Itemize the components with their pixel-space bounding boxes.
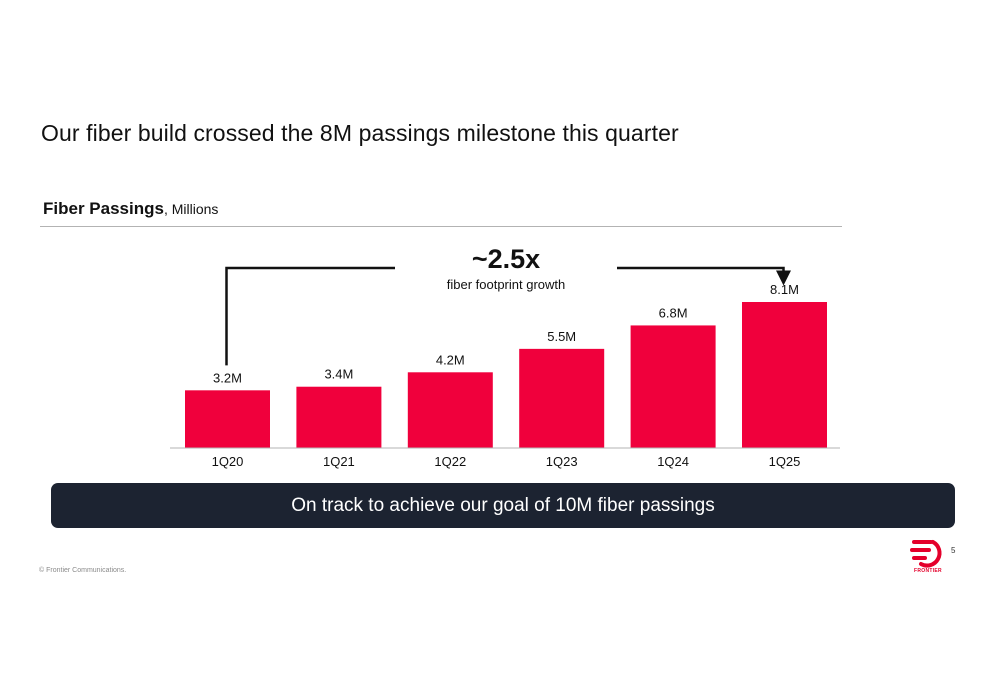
data-label: 8.1M <box>770 282 799 297</box>
callout-text: On track to achieve our goal of 10M fibe… <box>291 494 715 516</box>
slide-title: Our fiber build crossed the 8M passings … <box>41 120 679 146</box>
chart-heading: Fiber Passings, Millions <box>43 199 218 219</box>
heading-divider <box>40 226 842 227</box>
logo-wordmark: FRONTIER <box>914 568 942 574</box>
data-label: 6.8M <box>659 305 688 320</box>
chart-heading-title: Fiber Passings <box>43 199 164 218</box>
x-tick-label: 1Q21 <box>323 454 355 469</box>
growth-multiple: ~2.5x <box>472 244 540 274</box>
x-tick-label: 1Q24 <box>657 454 689 469</box>
x-tick-label: 1Q23 <box>546 454 578 469</box>
page-number: 5 <box>951 546 956 555</box>
copyright-notice: © Frontier Communications. <box>39 567 127 574</box>
data-label: 5.5M <box>547 329 576 344</box>
bar-1Q22 <box>407 372 493 448</box>
bar-1Q20 <box>185 390 270 448</box>
bar-1Q21 <box>296 386 382 448</box>
data-label: 3.2M <box>213 370 242 385</box>
x-tick-label: 1Q20 <box>212 454 244 469</box>
growth-bracket-left <box>225 266 395 366</box>
x-tick-label: 1Q22 <box>434 454 466 469</box>
x-tick-label: 1Q25 <box>769 454 801 469</box>
frontier-logo-icon <box>910 540 942 568</box>
data-label: 4.2M <box>436 352 465 367</box>
bar-1Q25 <box>742 302 827 448</box>
bar-1Q23 <box>519 348 605 448</box>
growth-subtext: fiber footprint growth <box>447 277 566 292</box>
data-label: 3.4M <box>324 367 353 382</box>
growth-bracket-arrow <box>617 266 791 286</box>
bar-1Q24 <box>630 325 716 448</box>
callout-banner: On track to achieve our goal of 10M fibe… <box>51 483 955 528</box>
chart-heading-unit: , Millions <box>163 201 219 217</box>
